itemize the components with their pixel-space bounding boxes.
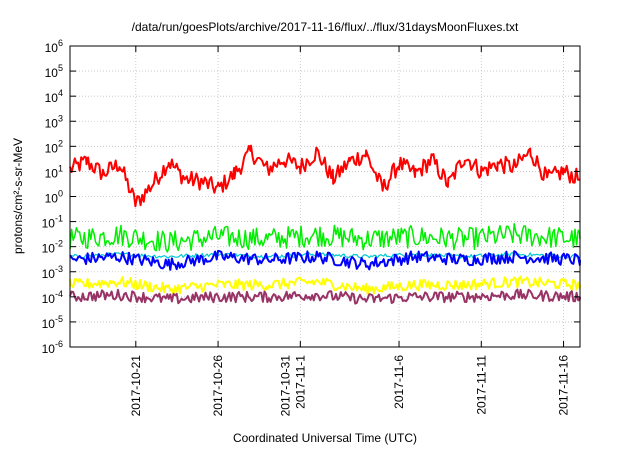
- series-line-2: [69, 223, 581, 253]
- y-tick-label: 10-2: [42, 239, 63, 256]
- label-layer: 10-6 10-5 10-4 10-3 10-2 10-1 100 101 102 103 104 1…: [42, 38, 571, 416]
- series-line-5: [69, 275, 581, 296]
- y-tick-label: 104: [45, 88, 63, 105]
- series-line-1: [69, 144, 581, 208]
- series-line-3: [69, 251, 581, 260]
- y-tick-label: 10-4: [42, 289, 63, 306]
- x-tick-label: 2017-10-31: [278, 355, 292, 417]
- y-tick-label: 10-5: [42, 314, 63, 331]
- series-line-6: [69, 288, 581, 305]
- y-tick-label: 103: [45, 113, 63, 130]
- y-tick-label: 105: [45, 63, 63, 80]
- chart-title: /data/run/goesPlots/archive/2017-11-16/f…: [132, 20, 519, 34]
- grid-layer: [70, 46, 580, 347]
- x-tick-label: 2017-11-1: [293, 355, 307, 409]
- x-axis-title: Coordinated Universal Time (UTC): [233, 431, 417, 445]
- series-line-4: [69, 249, 581, 271]
- tick-layer: [70, 45, 580, 348]
- x-tick-label: 2017-11-11: [474, 355, 488, 415]
- y-tick-label: 10-6: [42, 339, 63, 356]
- y-tick-label: 10-3: [42, 264, 63, 281]
- y-tick-label: 100: [45, 189, 63, 206]
- y-tick-label: 106: [45, 38, 63, 55]
- series-layer: [69, 144, 581, 305]
- y-tick-label: 10-1: [42, 214, 63, 231]
- y-axis-title: protons/cm²-s-sr-MeV: [11, 138, 25, 254]
- x-tick-label: 2017-10-21: [129, 355, 143, 417]
- x-tick-label: 2017-11-6: [392, 355, 406, 409]
- x-tick-label: 2017-11-16: [557, 355, 571, 416]
- x-tick-label: 2017-10-26: [211, 355, 225, 417]
- y-tick-label: 102: [45, 138, 63, 155]
- y-tick-label: 101: [45, 163, 63, 180]
